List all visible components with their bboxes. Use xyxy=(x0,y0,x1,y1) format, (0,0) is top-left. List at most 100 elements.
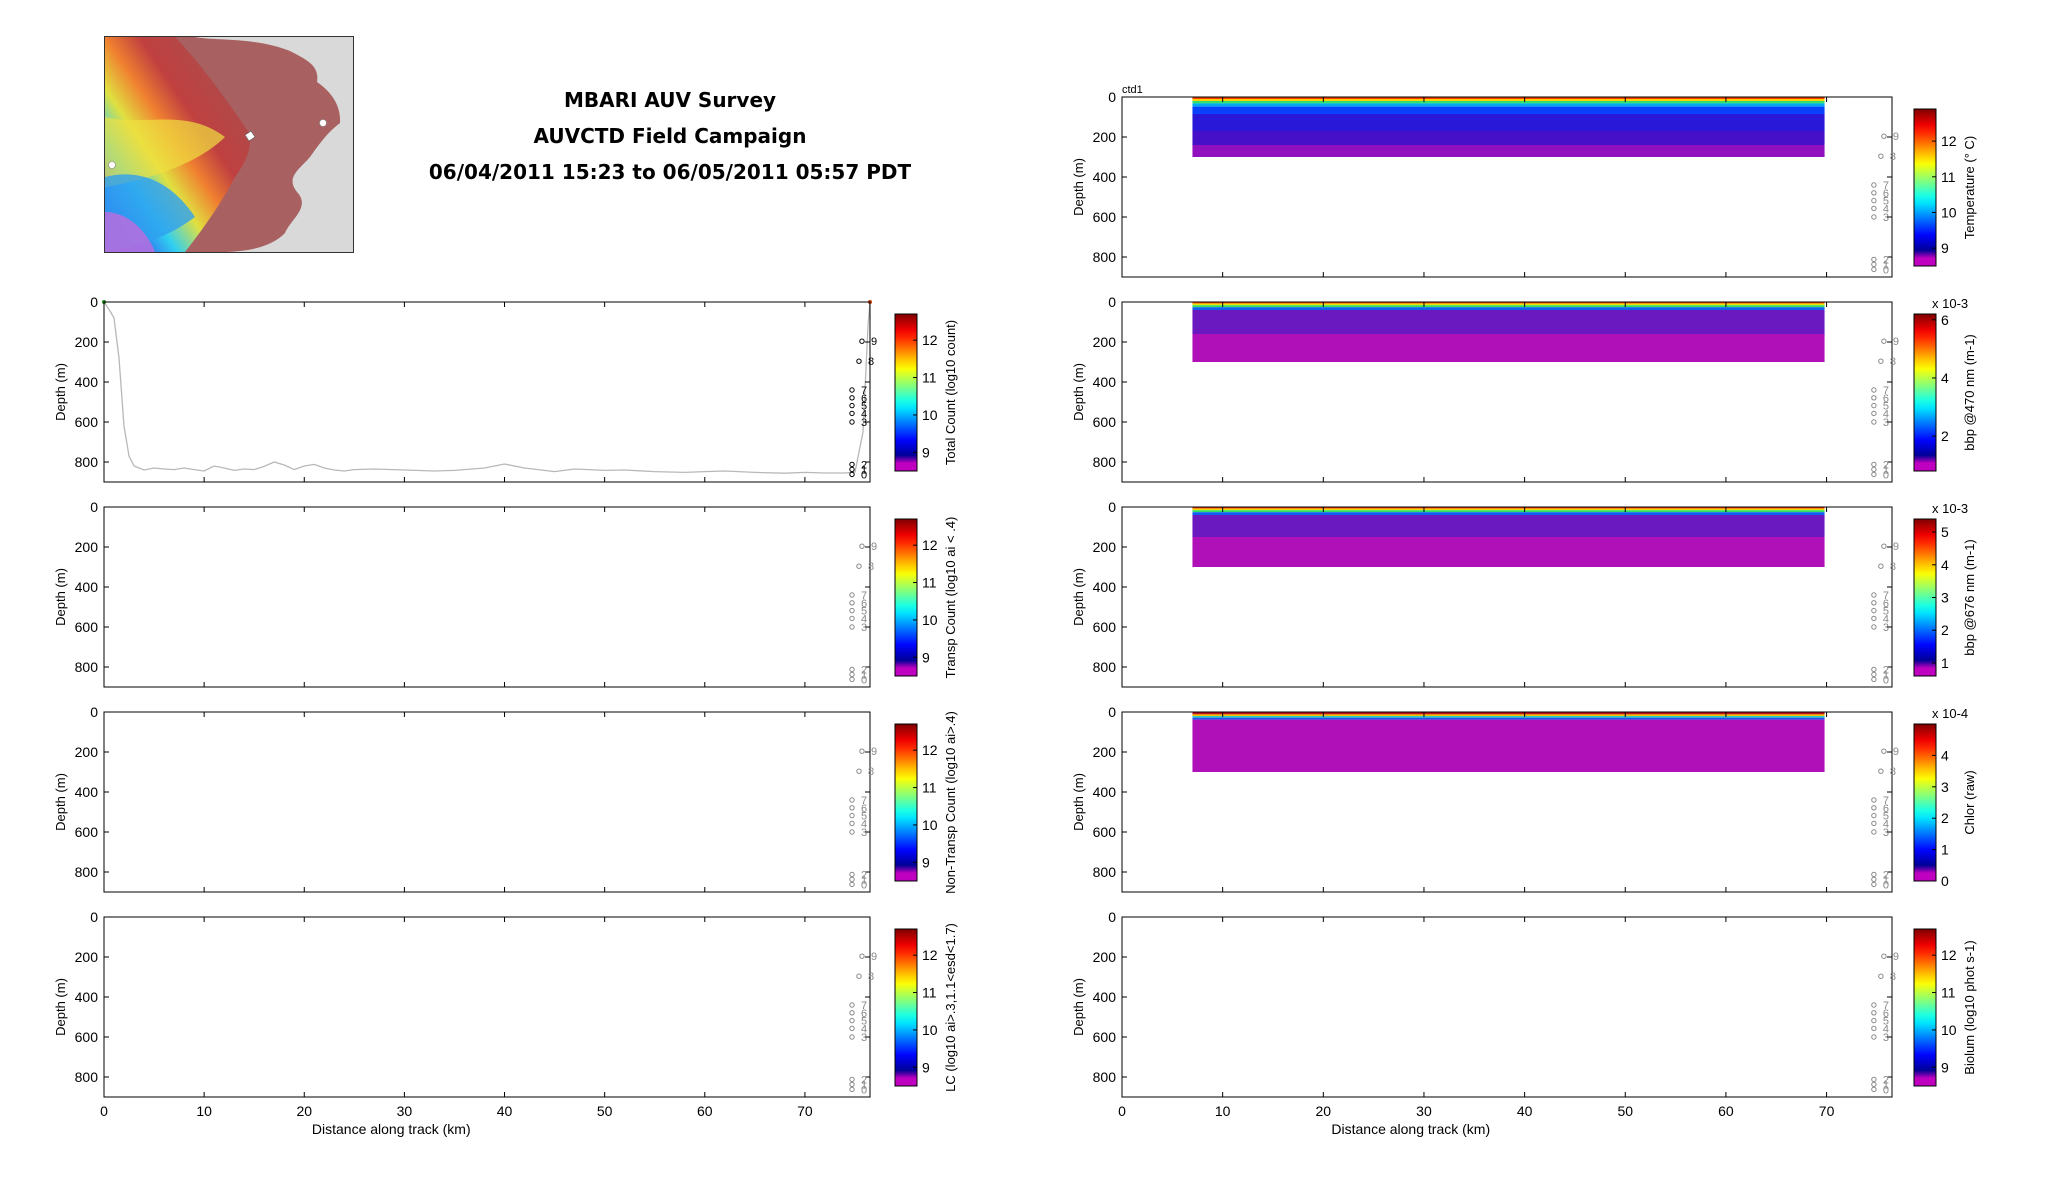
colorbar-tick-label: 1 xyxy=(1941,655,1949,671)
colorbar-label: Chlor (raw) xyxy=(1962,770,1977,834)
depth-marker-label: 0 xyxy=(1883,469,1889,481)
depth-marker-label: 6 xyxy=(1883,598,1889,610)
depth-marker-circle xyxy=(1871,881,1877,888)
y-tick-label: 0 xyxy=(90,704,98,720)
depth-marker-label: 2 xyxy=(1883,1074,1889,1086)
depth-marker-circle xyxy=(1871,461,1877,468)
y-tick-label: 600 xyxy=(1093,619,1117,635)
heatmap-layer xyxy=(1192,303,1825,306)
depth-marker-circle xyxy=(849,419,855,425)
colorbar-tick-label: 11 xyxy=(1941,169,1956,185)
depth-marker-circle xyxy=(1871,466,1877,473)
depth-marker-label: 1 xyxy=(861,464,867,476)
heatmap-layer xyxy=(1192,131,1825,145)
colorbar-tick-label: 3 xyxy=(1941,779,1949,795)
colorbar-label: bbp @676 nm (m-1) xyxy=(1962,539,1977,656)
x-tick-label: 10 xyxy=(196,1103,212,1119)
depth-marker-label: 1 xyxy=(1883,1079,1889,1091)
depth-marker-circle xyxy=(849,820,855,827)
depth-marker-label: 3 xyxy=(1883,622,1889,634)
depth-marker-label: 4 xyxy=(861,408,867,420)
colorbar-exponent: x 10-3 xyxy=(1932,296,1968,311)
colorbar-tick-label: 9 xyxy=(922,649,930,665)
heatmap-layer xyxy=(1192,99,1825,101)
y-tick-label: 600 xyxy=(75,414,99,430)
colorbar-label: Transp Count (log10 ai < .4) xyxy=(943,517,958,679)
depth-marker-label: 8 xyxy=(1890,971,1896,983)
depth-marker-label: 8 xyxy=(868,561,874,573)
depth-marker-label: 3 xyxy=(1883,417,1889,429)
depth-marker-label: 4 xyxy=(861,1023,867,1035)
x-tick-label: 40 xyxy=(1517,1103,1533,1119)
y-axis-label: Depth (m) xyxy=(1071,978,1086,1036)
depth-marker-label: 1 xyxy=(861,669,867,681)
depth-marker-label: 5 xyxy=(1883,401,1889,413)
depth-marker-circle xyxy=(849,600,855,606)
heatmap-layer xyxy=(1192,106,1825,114)
depth-marker-circle xyxy=(859,338,865,344)
x-tick-label: 20 xyxy=(1316,1103,1332,1119)
depth-marker-label: 9 xyxy=(1893,131,1899,143)
depth-marker-circle xyxy=(849,666,855,673)
depth-marker-label: 5 xyxy=(861,606,867,618)
heatmap-layer xyxy=(1192,305,1825,308)
depth-marker-label: 9 xyxy=(871,746,877,758)
heatmap-layer xyxy=(1192,712,1825,715)
x-tick-label: 0 xyxy=(100,1103,108,1119)
depth-marker-label: 3 xyxy=(861,1032,867,1044)
depth-marker-circle xyxy=(1871,592,1877,598)
depth-marker-circle xyxy=(849,615,855,622)
depth-marker-circle xyxy=(1871,600,1877,606)
depth-marker-label: 6 xyxy=(861,1008,867,1020)
depth-marker-circle xyxy=(1881,133,1887,139)
y-axis-label: Depth (m) xyxy=(1071,568,1086,626)
y-tick-label: 200 xyxy=(75,539,99,555)
depth-marker-label: 5 xyxy=(861,811,867,823)
y-axis-label: Depth (m) xyxy=(1071,158,1086,216)
depth-marker-circle xyxy=(849,676,855,683)
y-tick-label: 0 xyxy=(1108,294,1116,310)
depth-marker-label: 9 xyxy=(1893,746,1899,758)
y-tick-label: 400 xyxy=(1093,374,1117,390)
colorbar-tick-label: 9 xyxy=(922,854,930,870)
y-tick-label: 0 xyxy=(1108,909,1116,925)
heatmap-layer xyxy=(1192,515,1825,537)
y-tick-label: 600 xyxy=(1093,1029,1117,1045)
depth-marker-label: 7 xyxy=(861,795,867,807)
colorbar xyxy=(894,928,918,1087)
depth-marker-label: 7 xyxy=(861,385,867,397)
colorbar-tick-label: 12 xyxy=(922,537,938,553)
depth-marker-circle xyxy=(1878,973,1884,979)
depth-marker-circle xyxy=(849,1025,855,1032)
depth-marker-circle xyxy=(1871,671,1877,678)
depth-marker-circle xyxy=(1871,1017,1877,1024)
depth-marker-circle xyxy=(1871,266,1877,273)
depth-marker-label: 4 xyxy=(1883,203,1889,215)
plot-frame xyxy=(1121,506,1893,688)
depth-marker-label: 2 xyxy=(861,1074,867,1086)
depth-marker-label: 0 xyxy=(1883,264,1889,276)
depth-marker-label: 1 xyxy=(1883,874,1889,886)
y-axis-label: Depth (m) xyxy=(53,773,68,831)
colorbar-label: Temperature (° C) xyxy=(1962,136,1977,239)
y-tick-label: 400 xyxy=(1093,169,1117,185)
depth-marker-label: 8 xyxy=(1890,151,1896,163)
depth-marker-circle xyxy=(849,881,855,888)
map-marker-west xyxy=(108,161,116,169)
y-tick-label: 200 xyxy=(75,334,99,350)
depth-marker-circle xyxy=(1871,261,1877,268)
depth-marker-circle xyxy=(1871,1076,1877,1083)
depth-marker-circle xyxy=(849,1034,855,1040)
depth-marker-circle xyxy=(1881,338,1887,344)
title-line-3: 06/04/2011 15:23 to 06/05/2011 05:57 PDT xyxy=(428,160,912,184)
plot-frame xyxy=(103,711,871,893)
depth-marker-label: 9 xyxy=(871,951,877,963)
depth-marker-label: 0 xyxy=(1883,1084,1889,1096)
depth-marker-circle xyxy=(1881,543,1887,549)
depth-marker-label: 2 xyxy=(861,869,867,881)
y-axis-label: Depth (m) xyxy=(53,363,68,421)
